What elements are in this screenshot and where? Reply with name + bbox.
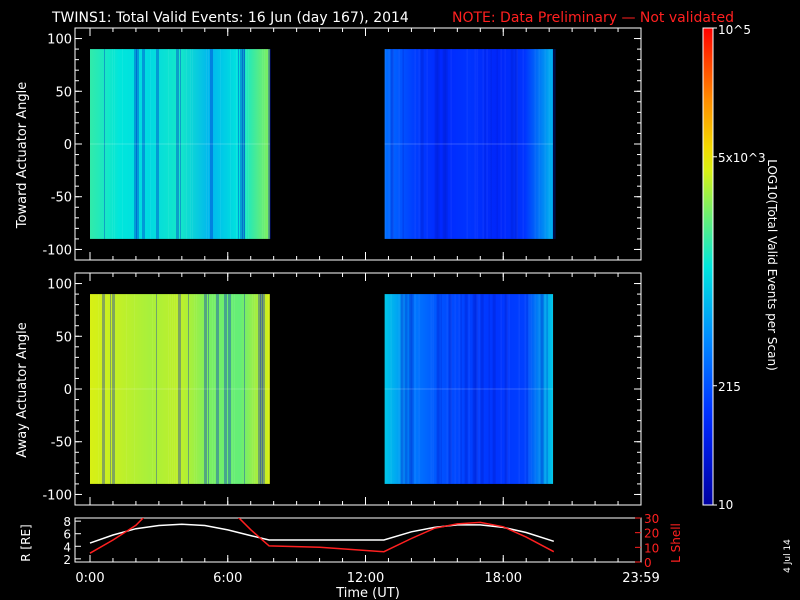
colorbar-tick-label: 215 bbox=[718, 380, 741, 394]
heatmap-block-0 bbox=[90, 294, 270, 484]
orbit-lines bbox=[89, 518, 555, 554]
right-tick-label: 30 bbox=[644, 512, 659, 526]
y-tick-label: 100 bbox=[47, 33, 72, 48]
colorbar-tick-label: 5x10^3 bbox=[718, 151, 766, 165]
left-tick-label: 4 bbox=[63, 540, 71, 554]
away-angle-panel: 100 50 0 -50 -100 Away Actuator Angle bbox=[15, 272, 642, 506]
heatmap-block-0 bbox=[90, 49, 270, 239]
x-tick-label: 12:00 bbox=[347, 571, 384, 586]
date-stamp: 4 Jul 14 bbox=[783, 539, 793, 573]
orbit-frame bbox=[74, 517, 642, 563]
toward-heatmap bbox=[90, 49, 556, 239]
lshell-line bbox=[89, 518, 555, 554]
right-tick-label: 0 bbox=[644, 556, 652, 570]
y-tick-label: -50 bbox=[51, 191, 72, 206]
y-tick-label: 50 bbox=[55, 85, 72, 100]
lshell-ylabel: L Shell bbox=[669, 523, 683, 563]
left-tick-label: 6 bbox=[63, 528, 71, 542]
colorbar-gradient bbox=[702, 27, 714, 506]
radius-line bbox=[89, 523, 555, 544]
toward-axes: 100 50 0 -50 -100 bbox=[42, 27, 642, 261]
x-tick-label: 23:59 bbox=[622, 571, 659, 586]
left-tick-label: 2 bbox=[63, 553, 71, 567]
colorbar: 10 215 5x10^3 10^5 bbox=[702, 23, 766, 512]
toward-angle-panel: 100 50 0 -50 -100 Toward Actuator Angle bbox=[15, 27, 642, 261]
right-tick-label: 20 bbox=[644, 527, 659, 541]
left-tick-label: 8 bbox=[63, 515, 71, 529]
radius-ylabel: R [RE] bbox=[19, 524, 33, 561]
x-tick-label: 18:00 bbox=[485, 571, 522, 586]
toward-angle-ylabel: Toward Actuator Angle bbox=[15, 82, 30, 229]
y-tick-label: 100 bbox=[47, 278, 72, 293]
away-heatmap bbox=[90, 294, 554, 484]
y-tick-label: -50 bbox=[51, 436, 72, 451]
heatmap-block-1 bbox=[384, 49, 553, 239]
figure-title: TWINS1: Total Valid Events: 16 Jun (day … bbox=[51, 10, 409, 26]
colorbar-tick-label: 10^5 bbox=[718, 23, 751, 37]
y-tick-label: -100 bbox=[42, 243, 72, 258]
colorbar-label: LOG10(Total Valid Events per Scan) bbox=[765, 159, 779, 371]
colorbar-tick-label: 10 bbox=[718, 498, 733, 512]
y-tick-label: -100 bbox=[42, 488, 72, 503]
x-tick-label: 6:00 bbox=[213, 571, 242, 586]
x-tick-label: 0:00 bbox=[75, 571, 104, 586]
preliminary-note: NOTE: Data Preliminary — Not validated bbox=[452, 10, 734, 26]
away-axes: 100 50 0 -50 -100 bbox=[42, 272, 642, 506]
away-angle-ylabel: Away Actuator Angle bbox=[15, 322, 30, 457]
time-xlabel: Time (UT) bbox=[335, 586, 400, 600]
y-tick-label: 50 bbox=[55, 330, 72, 345]
right-tick-label: 10 bbox=[644, 541, 659, 555]
heatmap-block-1 bbox=[384, 294, 553, 484]
y-tick-label: 0 bbox=[64, 383, 72, 398]
y-tick-label: 0 bbox=[64, 138, 72, 153]
